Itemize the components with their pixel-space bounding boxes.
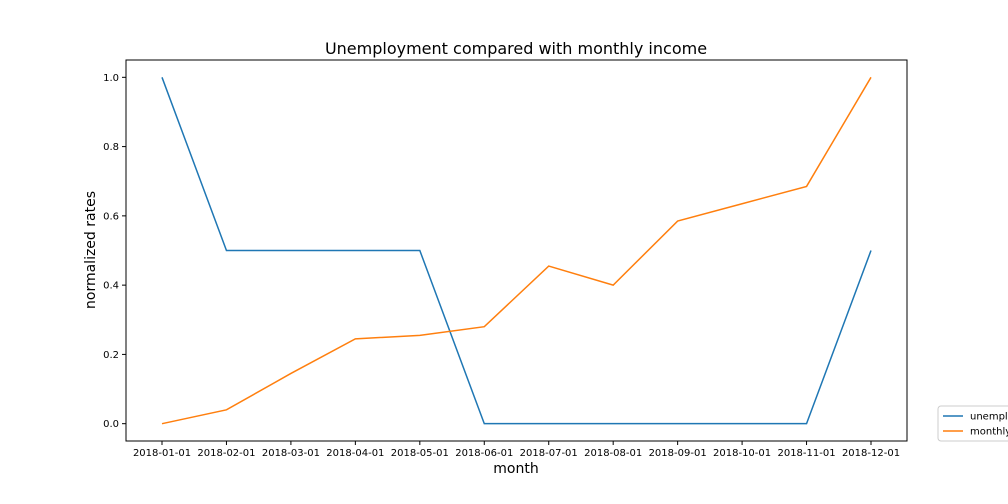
- x-axis-title: month: [493, 461, 538, 477]
- x-tick-label: 2018-11-01: [777, 448, 835, 459]
- x-tick-label: 2018-08-01: [584, 448, 642, 459]
- chart-title: Unemployment compared with monthly incom…: [325, 39, 707, 58]
- y-tick-label: 0.2: [103, 350, 119, 361]
- x-tick-label: 2018-05-01: [391, 448, 449, 459]
- y-tick-label: 0.4: [103, 281, 119, 292]
- y-tick-label: 1.0: [103, 73, 119, 84]
- x-tick-label: 2018-09-01: [649, 448, 707, 459]
- x-tick-label: 2018-04-01: [326, 448, 384, 459]
- x-tick-label: 2018-10-01: [713, 448, 771, 459]
- y-tick-label: 0.6: [103, 211, 119, 222]
- series-layer: [161, 76, 872, 425]
- legend-label: unemployment: [970, 412, 1008, 423]
- legend-label: monthly income: [970, 427, 1008, 438]
- series-line: [161, 76, 872, 425]
- x-tick-label: 2018-02-01: [197, 448, 255, 459]
- series-line: [161, 77, 872, 425]
- legend: unemployment monthly income: [937, 405, 1008, 442]
- x-tick-label: 2018-03-01: [262, 448, 320, 459]
- y-axis-title: normalized rates: [83, 191, 99, 309]
- x-tick-label: 2018-12-01: [842, 448, 900, 459]
- x-tick-label: 2018-01-01: [133, 448, 191, 459]
- y-tick-label: 0.0: [103, 419, 119, 430]
- x-tick-label: 2018-06-01: [455, 448, 513, 459]
- x-axis: 2018-01-01 2018-02-01 2018-03-01 2018-04-01…: [133, 441, 900, 459]
- legend-box: [937, 405, 1008, 442]
- y-tick-label: 0.8: [103, 142, 119, 153]
- x-tick-label: 2018-07-01: [520, 448, 578, 459]
- y-axis: 0.0 0.2 0.4 0.6 0.8 1.0: [103, 73, 126, 430]
